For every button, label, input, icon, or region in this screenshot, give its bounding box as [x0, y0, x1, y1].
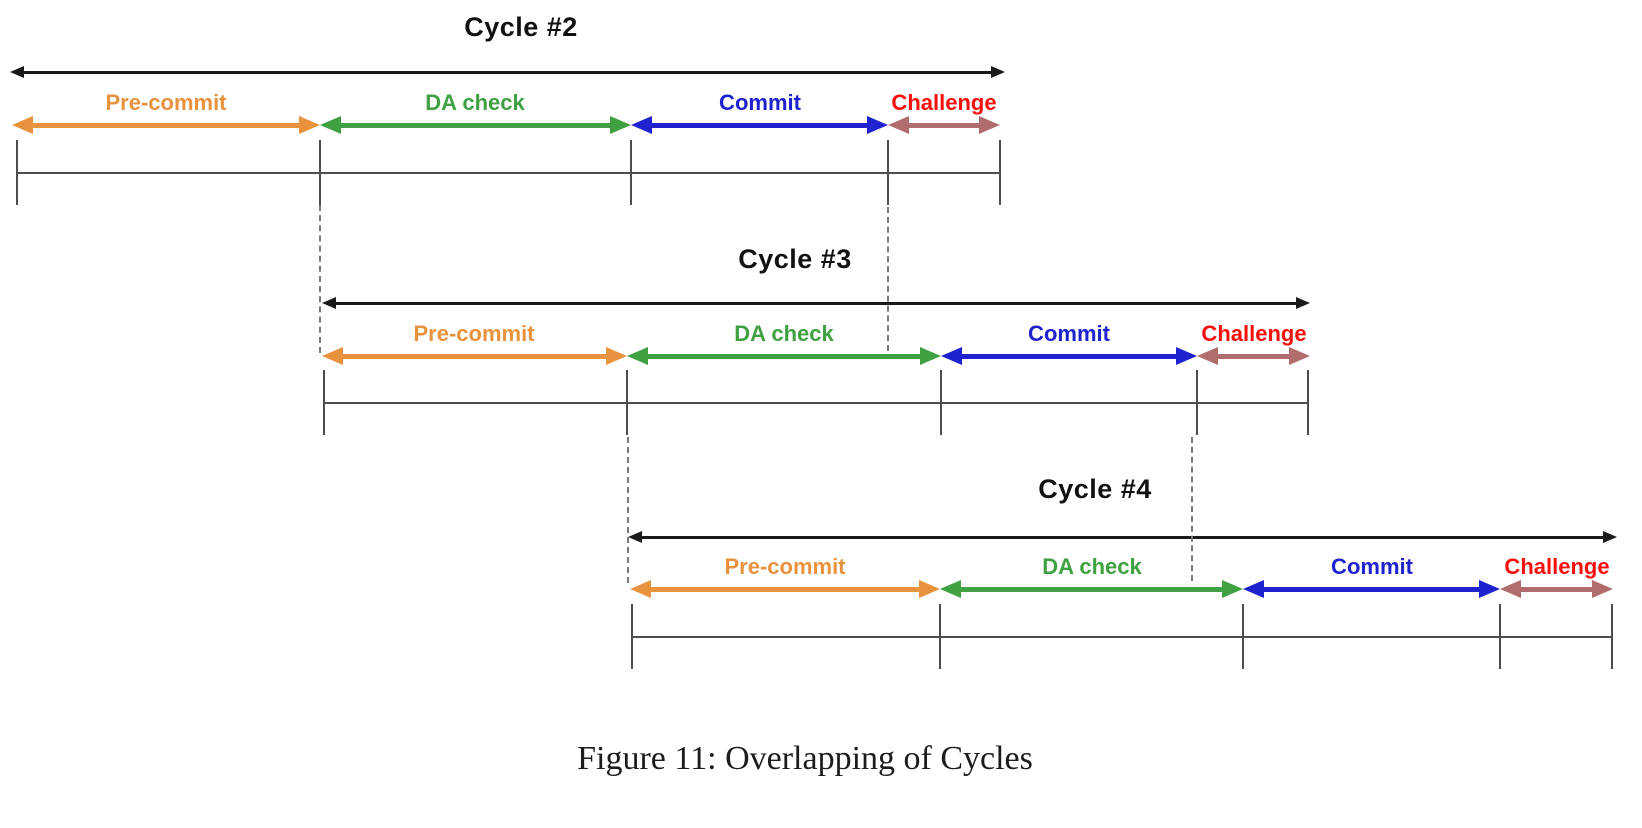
cycle-3-phase-commit-arrow [941, 347, 1197, 365]
arrowhead-right-icon [1289, 347, 1310, 365]
cycle-boundary-connector [1191, 437, 1193, 581]
arrowhead-left-icon [630, 580, 651, 598]
timeline-tick [319, 140, 321, 205]
figure-caption: Figure 11: Overlapping of Cycles [577, 740, 1033, 777]
arrow-shaft [1521, 586, 1592, 592]
cycle-2-phase-challenge-label: Challenge [891, 90, 997, 115]
cycle-2-phase-challenge-arrow [888, 116, 1000, 134]
cycle-boundary-connector [887, 207, 889, 351]
arrow-shaft [962, 353, 1176, 359]
arrowhead-left-icon [1500, 580, 1521, 598]
timeline-tick [323, 370, 325, 435]
cycle-3-title: Cycle #3 [738, 244, 852, 274]
cycle-4-phase-pre-commit-label: Pre-commit [724, 554, 846, 579]
timeline-tick [16, 140, 18, 205]
arrowhead-left-icon [10, 66, 24, 78]
timeline-tick [626, 370, 628, 435]
cycle-2-phase-pre-commit-arrow [12, 116, 320, 134]
timeline-tick [1242, 604, 1244, 669]
timeline-tick [999, 140, 1001, 205]
cycle-4-phase-challenge-label: Challenge [1504, 554, 1610, 579]
cycle-2-phase-da-check-arrow [320, 116, 631, 134]
arrow-shaft [1264, 586, 1479, 592]
cycle-3-phase-challenge-arrow [1197, 347, 1310, 365]
cycle-3-phase-da-check-arrow [627, 347, 941, 365]
arrowhead-left-icon [631, 116, 652, 134]
arrowhead-right-icon [919, 580, 940, 598]
arrowhead-right-icon [606, 347, 627, 365]
cycle-4-phase-commit-label: Commit [1331, 554, 1413, 579]
timeline-tick [1307, 370, 1309, 435]
arrowhead-left-icon [627, 347, 648, 365]
cycle-4-phase-commit-arrow [1243, 580, 1500, 598]
cycle-3-phase-pre-commit-arrow [322, 347, 627, 365]
arrowhead-right-icon [299, 116, 320, 134]
cycle-boundary-connector [627, 437, 629, 583]
arrowhead-left-icon [628, 531, 642, 543]
arrow-shaft [1218, 353, 1289, 359]
cycle-2-title: Cycle #2 [464, 12, 578, 42]
cycle-4-phase-challenge-arrow [1500, 580, 1613, 598]
arrow-shaft [642, 535, 1603, 539]
arrow-shaft [24, 70, 991, 74]
arrowhead-left-icon [12, 116, 33, 134]
arrowhead-left-icon [320, 116, 341, 134]
arrowhead-right-icon [991, 66, 1005, 78]
arrowhead-right-icon [1222, 580, 1243, 598]
cycle-3-timeline [324, 402, 1308, 404]
arrowhead-right-icon [1603, 531, 1617, 543]
cycle-4-phase-pre-commit-arrow [630, 580, 940, 598]
cycle-2-phase-pre-commit-label: Pre-commit [105, 90, 227, 115]
cycle-4-phase-da-check-label: DA check [1042, 554, 1142, 579]
arrowhead-left-icon [941, 347, 962, 365]
cycle-4-span-arrow [628, 531, 1617, 543]
cycle-3-phase-pre-commit-label: Pre-commit [413, 321, 535, 346]
timeline-tick [940, 370, 942, 435]
timeline-tick [887, 140, 889, 205]
arrow-shaft [336, 301, 1296, 305]
cycle-2-phase-commit-arrow [631, 116, 888, 134]
arrowhead-left-icon [1243, 580, 1264, 598]
cycle-3-phase-commit-label: Commit [1028, 321, 1110, 346]
timeline-tick [630, 140, 632, 205]
arrow-shaft [341, 122, 610, 128]
cycle-2-timeline [17, 172, 1000, 174]
timeline-tick [1611, 604, 1613, 669]
arrowhead-right-icon [610, 116, 631, 134]
timeline-tick [1196, 370, 1198, 435]
arrowhead-left-icon [888, 116, 909, 134]
cycle-3-phase-challenge-label: Challenge [1201, 321, 1307, 346]
arrowhead-left-icon [1197, 347, 1218, 365]
arrowhead-right-icon [1296, 297, 1310, 309]
arrowhead-right-icon [867, 116, 888, 134]
cycle-boundary-connector [319, 205, 321, 353]
cycle-4-timeline [632, 636, 1612, 638]
cycle-2-span-arrow [10, 66, 1005, 78]
arrow-shaft [648, 353, 920, 359]
cycle-3-phase-da-check-label: DA check [734, 321, 834, 346]
arrow-shaft [652, 122, 867, 128]
arrowhead-right-icon [920, 347, 941, 365]
cycle-4-title: Cycle #4 [1038, 474, 1152, 504]
arrowhead-right-icon [979, 116, 1000, 134]
cycle-2-phase-commit-label: Commit [719, 90, 801, 115]
arrow-shaft [343, 353, 606, 359]
arrow-shaft [651, 586, 919, 592]
arrowhead-right-icon [1592, 580, 1613, 598]
cycle-2-phase-da-check-label: DA check [425, 90, 525, 115]
arrow-shaft [33, 122, 299, 128]
arrowhead-right-icon [1479, 580, 1500, 598]
arrow-shaft [961, 586, 1222, 592]
arrowhead-right-icon [1176, 347, 1197, 365]
timeline-tick [939, 604, 941, 669]
cycle-4-phase-da-check-arrow [940, 580, 1243, 598]
timeline-tick [1499, 604, 1501, 669]
arrowhead-left-icon [322, 347, 343, 365]
timeline-tick [631, 604, 633, 669]
arrow-shaft [909, 122, 979, 128]
arrowhead-left-icon [322, 297, 336, 309]
cycle-3-span-arrow [322, 297, 1310, 309]
arrowhead-left-icon [940, 580, 961, 598]
